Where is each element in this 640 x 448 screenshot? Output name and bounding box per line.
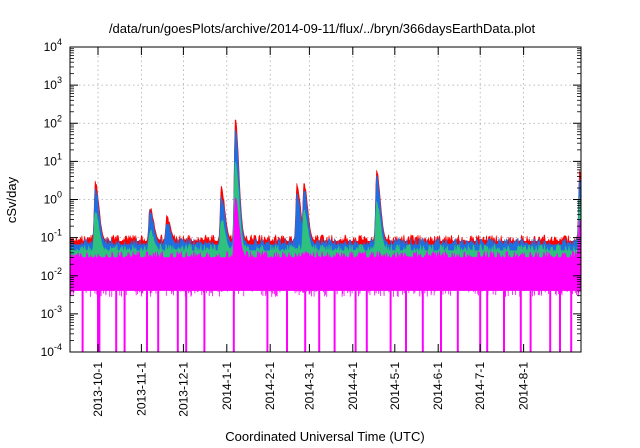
y-tick-label: 103 — [44, 75, 62, 92]
y-tick-base: 10 — [44, 116, 58, 130]
y-tick-base: 10 — [44, 193, 58, 207]
x-axis-label: Coordinated Universal Time (UTC) — [225, 429, 424, 444]
x-tick-label: 2013-12-1 — [176, 362, 190, 417]
y-tick-exponent: -4 — [54, 342, 62, 352]
x-tick-label: 2014-6-1 — [431, 362, 445, 410]
x-tick-label: 2014-3-1 — [302, 362, 316, 410]
y-tick-base: 10 — [41, 269, 55, 283]
floor-gap — [70, 290, 581, 352]
x-tick-label: 2013-10-1 — [91, 362, 105, 417]
y-tick-base: 10 — [44, 154, 58, 168]
grid-lines — [70, 47, 581, 352]
y-tick-label: 101 — [44, 151, 62, 168]
x-tick-label: 2014-8-1 — [517, 362, 531, 410]
y-tick-base: 10 — [44, 78, 58, 92]
x-tick-label: 2014-4-1 — [346, 362, 360, 410]
y-tick-exponent: 4 — [57, 37, 62, 47]
tick-labels: 10-410-310-210-11001011021031042013-10-1… — [41, 37, 531, 417]
y-tick-exponent: -3 — [54, 304, 62, 314]
y-tick-exponent: 3 — [57, 75, 62, 85]
x-tick-label: 2014-2-1 — [263, 362, 277, 410]
y-tick-exponent: 2 — [57, 113, 62, 123]
y-tick-exponent: 0 — [57, 190, 62, 200]
y-tick-base: 10 — [44, 40, 58, 54]
y-tick-label: 104 — [44, 37, 62, 54]
x-tick-label: 2014-5-1 — [388, 362, 402, 410]
y-tick-label: 10-1 — [41, 228, 62, 245]
y-tick-exponent: -2 — [54, 266, 62, 276]
axis-ticks — [70, 46, 581, 353]
y-tick-label: 10-3 — [41, 304, 62, 321]
y-tick-label: 10-2 — [41, 266, 62, 283]
y-axis-label: cSv/day — [4, 176, 19, 223]
y-tick-label: 100 — [44, 190, 62, 207]
x-tick-label: 2014-7-1 — [473, 362, 487, 410]
y-tick-label: 102 — [44, 113, 62, 130]
x-tick-label: 2013-11-1 — [134, 362, 148, 416]
y-tick-label: 10-4 — [41, 342, 62, 359]
data-series — [69, 119, 582, 353]
y-tick-base: 10 — [41, 231, 55, 245]
chart-title: /data/run/goesPlots/archive/2014-09-11/f… — [109, 21, 536, 36]
y-tick-base: 10 — [41, 345, 55, 359]
x-tick-label: 2014-1-1 — [220, 362, 234, 410]
y-tick-base: 10 — [41, 307, 55, 321]
y-tick-exponent: 1 — [57, 151, 62, 161]
y-tick-exponent: -1 — [54, 228, 62, 238]
